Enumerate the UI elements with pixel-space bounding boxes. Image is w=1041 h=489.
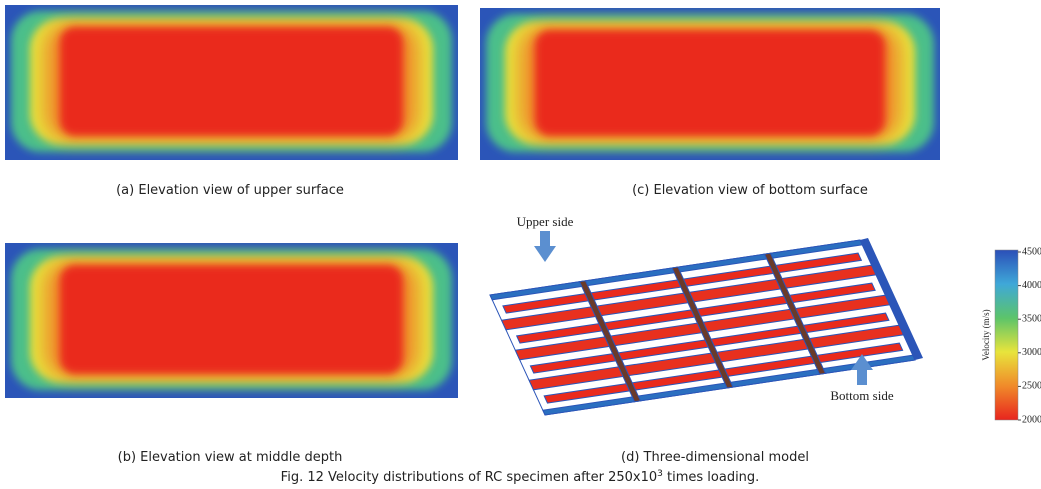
- heat-red: [60, 27, 403, 136]
- upper-side-label: Upper side: [517, 214, 574, 229]
- panel-caption: (a) Elevation view of upper surface: [116, 183, 344, 198]
- colorbar-label: Velocity (m/s): [981, 309, 991, 360]
- colorbar: [995, 250, 1018, 420]
- heatmap: [480, 8, 940, 160]
- arrow-down: [534, 231, 556, 262]
- caption-tail: times loading.: [663, 470, 759, 485]
- figure: (a) Elevation view of upper surface (c) …: [0, 0, 1041, 489]
- bottom-side-label: Bottom side: [830, 388, 893, 403]
- colorbar-tick-label: 2500: [1022, 381, 1041, 392]
- heatmap: [5, 243, 458, 398]
- colorbar-tick-label: 3000: [1022, 347, 1041, 358]
- colorbar-tick-label: 4000: [1022, 280, 1041, 291]
- caption-main: Fig. 12 Velocity distributions of RC spe…: [281, 470, 657, 485]
- colorbar-tick-label: 3500: [1022, 313, 1041, 324]
- heat-red: [60, 265, 403, 374]
- panel-caption: (d) Three-dimensional model: [621, 450, 809, 465]
- panel-caption: (b) Elevation view at middle depth: [118, 450, 343, 465]
- colorbar-ticks: 4500 4000 3500 3000 2500 2000: [1018, 246, 1041, 425]
- heat-red: [535, 30, 885, 136]
- heatmap: [5, 5, 458, 160]
- panel-caption: (c) Elevation view of bottom surface: [632, 183, 868, 198]
- colorbar-tick-label: 2000: [1022, 414, 1041, 425]
- colorbar-tick-label: 4500: [1022, 246, 1041, 257]
- figure-caption: Fig. 12 Velocity distributions of RC spe…: [281, 469, 760, 485]
